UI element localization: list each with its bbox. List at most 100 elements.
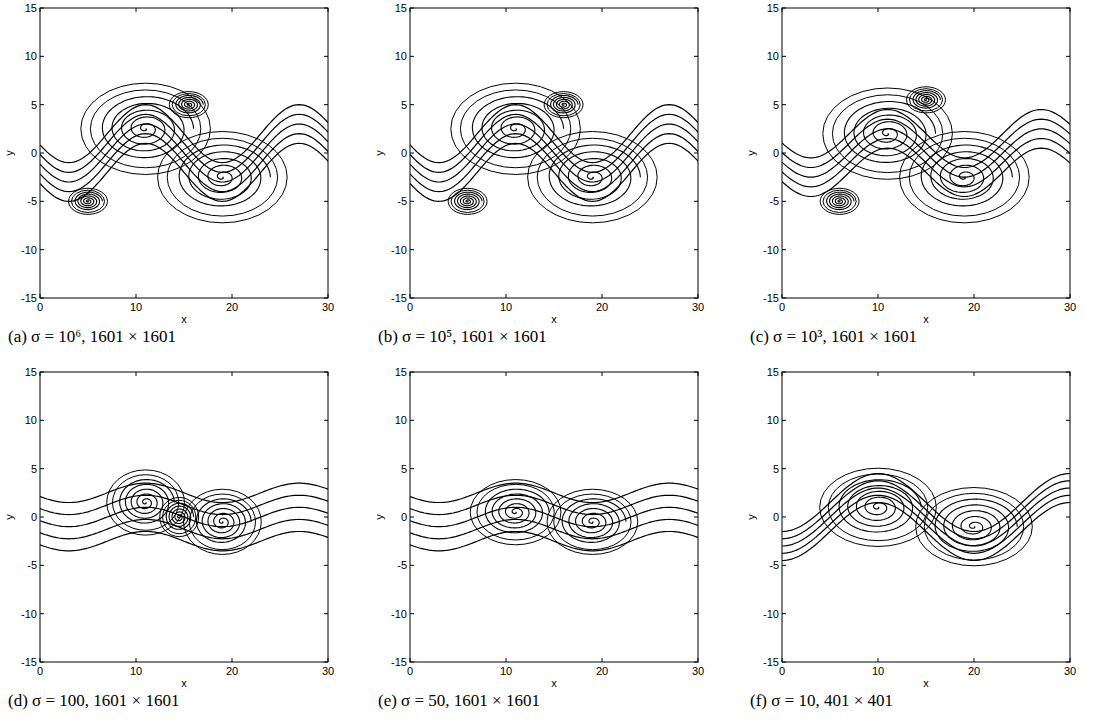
contours [782, 468, 1070, 566]
y-tick [40, 153, 44, 154]
x-tick [232, 294, 233, 298]
contours [410, 83, 698, 223]
x-tick-label: 0 [407, 301, 413, 313]
y-tick [694, 249, 698, 250]
x-tick-label: 30 [322, 301, 334, 313]
y-tick [782, 298, 786, 299]
y-tick-label: -15 [763, 656, 779, 668]
x-tick [698, 372, 699, 376]
x-tick [698, 8, 699, 12]
y-tick [694, 201, 698, 202]
y-tick-label: 10 [25, 50, 37, 62]
frame [410, 8, 698, 298]
vortex-contour [547, 489, 638, 554]
x-tick [782, 8, 783, 12]
y-tick-label: 0 [31, 147, 37, 159]
vortex-contour [107, 470, 185, 535]
y-tick [410, 104, 414, 105]
x-axis-title: x [923, 677, 929, 689]
y-axis-title: y [745, 150, 757, 156]
vortex-contour [448, 188, 487, 214]
y-tick [694, 420, 698, 421]
y-tick-label: -15 [21, 292, 37, 304]
y-tick-label: -5 [769, 195, 779, 207]
y-tick-label: 15 [767, 366, 779, 378]
y-tick [1066, 372, 1070, 373]
y-tick [324, 613, 328, 614]
y-tick-label: -15 [391, 656, 407, 668]
vortex-contour [112, 475, 178, 531]
vortex-contour [916, 488, 1033, 566]
y-tick-label: -15 [391, 292, 407, 304]
x-tick [878, 294, 879, 298]
x-tick-label: 20 [968, 301, 980, 313]
y-tick [40, 468, 44, 469]
shear-layer-line [782, 474, 1070, 532]
y-tick [694, 298, 698, 299]
x-tick [782, 294, 783, 298]
vortex-contour [158, 131, 288, 222]
vortex-spiral [839, 480, 921, 532]
y-tick [694, 517, 698, 518]
y-tick-label: 0 [401, 147, 407, 159]
vortex-contour [909, 89, 942, 111]
shear-layer-line [782, 119, 1070, 167]
y-tick [410, 153, 414, 154]
x-tick [782, 658, 783, 662]
x-tick [328, 8, 329, 12]
x-tick [40, 372, 41, 376]
vortex-spiral [549, 145, 640, 206]
x-axis-title: x [181, 313, 187, 325]
caption: (d) σ = 100, 1601 × 1601 [8, 691, 179, 710]
y-tick [410, 8, 414, 9]
vortex-spiral [75, 192, 102, 209]
x-tick [602, 658, 603, 662]
vortex-contour [169, 92, 208, 118]
vortex-contour [528, 131, 658, 222]
y-tick [1066, 517, 1070, 518]
y-tick-label: 10 [395, 50, 407, 62]
y-tick-label: 0 [401, 511, 407, 523]
y-tick [1066, 420, 1070, 421]
y-tick [410, 517, 414, 518]
y-tick [782, 517, 786, 518]
y-tick-label: 5 [31, 99, 37, 111]
y-tick-label: -10 [21, 608, 37, 620]
frame [40, 8, 328, 298]
frame [782, 8, 1070, 298]
y-tick [40, 201, 44, 202]
y-tick-label: 5 [773, 99, 779, 111]
vortex-spiral [562, 499, 626, 543]
x-tick-label: 0 [779, 301, 785, 313]
vortex-contour [820, 188, 859, 214]
y-tick [40, 613, 44, 614]
x-tick [410, 658, 411, 662]
y-tick [1066, 56, 1070, 57]
x-tick-label: 20 [226, 301, 238, 313]
contours [40, 470, 328, 555]
y-tick-label: -10 [763, 244, 779, 256]
x-tick [410, 8, 411, 12]
caption: (f) σ = 10, 401 × 401 [750, 691, 893, 710]
y-tick-label: 0 [773, 147, 779, 159]
x-tick [782, 372, 783, 376]
vortex-contour [907, 87, 946, 113]
x-tick-label: 30 [1064, 301, 1076, 313]
vortex-contour [163, 500, 196, 533]
panel: 0102030-15-10-5051015xy(e) σ = 50, 1601 … [373, 366, 704, 710]
x-tick [506, 294, 507, 298]
y-tick-label: -10 [391, 244, 407, 256]
x-axis-title: x [551, 313, 557, 325]
y-tick [40, 517, 44, 518]
y-tick-label: 5 [401, 99, 407, 111]
y-tick [694, 104, 698, 105]
y-tick [1066, 201, 1070, 202]
vortex-spiral [913, 91, 940, 109]
x-tick [1070, 372, 1071, 376]
y-tick [324, 249, 328, 250]
y-tick [410, 565, 414, 566]
y-tick-label: 0 [773, 511, 779, 523]
y-tick-label: -5 [397, 559, 407, 571]
y-tick [694, 565, 698, 566]
y-tick [1066, 249, 1070, 250]
